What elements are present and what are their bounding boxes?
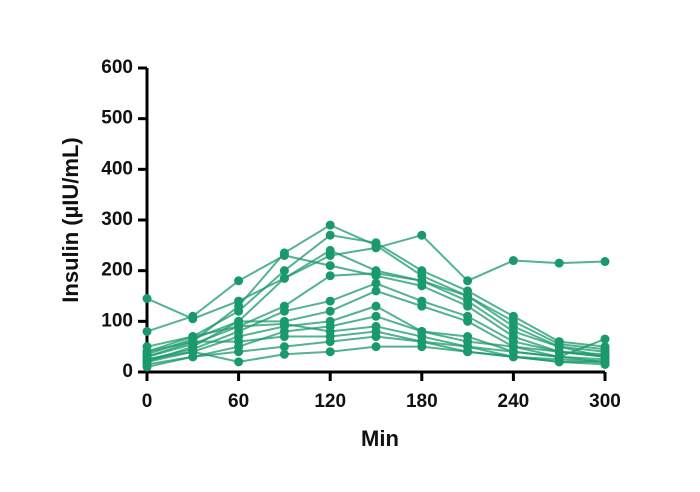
data-point — [417, 266, 427, 276]
y-tick-label: 100 — [101, 310, 133, 331]
data-point — [279, 319, 289, 329]
data-point — [554, 357, 564, 367]
y-tick-label: 400 — [101, 158, 133, 179]
data-point — [325, 261, 335, 271]
data-point — [188, 347, 198, 357]
y-tick-label: 500 — [101, 108, 133, 129]
x-tick-label: 240 — [498, 391, 530, 412]
data-point — [325, 347, 335, 357]
data-point — [417, 276, 427, 286]
x-tick-label: 180 — [406, 391, 438, 412]
data-point — [508, 352, 518, 362]
x-tick-label: 300 — [589, 391, 621, 412]
data-point — [142, 347, 152, 357]
data-point — [234, 357, 244, 367]
y-tick-label: 300 — [101, 209, 133, 230]
data-point — [325, 271, 335, 281]
data-point — [371, 268, 381, 278]
y-tick-label: 0 — [122, 361, 133, 382]
x-tick-label: 120 — [314, 391, 346, 412]
data-point — [600, 257, 610, 267]
data-point — [325, 245, 335, 255]
data-point — [188, 311, 198, 321]
data-point — [279, 342, 289, 352]
y-axis-label: Insulin (µIU/mL) — [58, 137, 83, 302]
data-point — [142, 362, 152, 372]
data-point — [371, 238, 381, 248]
data-point — [371, 326, 381, 336]
data-point — [554, 258, 564, 268]
data-point — [325, 230, 335, 240]
data-point — [371, 278, 381, 288]
data-point — [142, 354, 152, 364]
data-point — [463, 347, 473, 357]
data-point — [325, 296, 335, 306]
data-point — [371, 342, 381, 352]
data-point — [508, 321, 518, 331]
data-point — [463, 291, 473, 301]
data-point — [371, 286, 381, 296]
data-point — [142, 326, 152, 336]
data-point — [417, 342, 427, 352]
data-point — [279, 250, 289, 260]
data-point — [279, 332, 289, 342]
data-point — [234, 306, 244, 316]
x-tick-label: 0 — [142, 391, 153, 412]
y-tick-label: 600 — [101, 57, 133, 78]
data-point — [325, 332, 335, 342]
data-point — [142, 294, 152, 304]
data-point — [417, 301, 427, 311]
y-tick-label: 200 — [101, 260, 133, 281]
data-point — [600, 349, 610, 359]
data-point — [279, 306, 289, 316]
data-point — [234, 321, 244, 331]
data-point — [279, 349, 289, 359]
data-point — [600, 334, 610, 344]
data-point — [463, 276, 473, 286]
data-point — [508, 311, 518, 321]
data-point — [279, 273, 289, 283]
x-axis-label: Min — [361, 426, 399, 451]
data-point — [234, 337, 244, 347]
data-point — [188, 337, 198, 347]
data-point — [279, 266, 289, 276]
data-point — [325, 306, 335, 316]
data-point — [417, 230, 427, 240]
data-point — [508, 256, 518, 266]
data-point — [371, 311, 381, 321]
data-point — [371, 301, 381, 311]
data-point — [234, 276, 244, 286]
data-point — [234, 347, 244, 357]
x-tick-label: 60 — [228, 391, 249, 412]
data-point — [600, 359, 610, 369]
data-point — [463, 316, 473, 326]
data-point — [325, 220, 335, 230]
data-point — [463, 301, 473, 311]
